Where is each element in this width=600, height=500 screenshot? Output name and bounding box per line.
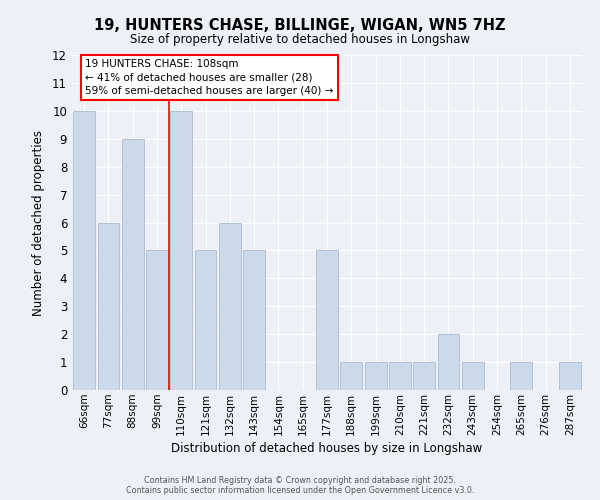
Bar xyxy=(97,222,119,390)
Bar xyxy=(146,250,168,390)
Text: Contains public sector information licensed under the Open Government Licence v3: Contains public sector information licen… xyxy=(126,486,474,495)
Bar xyxy=(389,362,411,390)
Bar xyxy=(170,111,192,390)
Text: 19 HUNTERS CHASE: 108sqm
← 41% of detached houses are smaller (28)
59% of semi-d: 19 HUNTERS CHASE: 108sqm ← 41% of detach… xyxy=(85,59,334,96)
X-axis label: Distribution of detached houses by size in Longshaw: Distribution of detached houses by size … xyxy=(172,442,482,455)
Text: 19, HUNTERS CHASE, BILLINGE, WIGAN, WN5 7HZ: 19, HUNTERS CHASE, BILLINGE, WIGAN, WN5 … xyxy=(94,18,506,32)
Bar xyxy=(219,222,241,390)
Text: Size of property relative to detached houses in Longshaw: Size of property relative to detached ho… xyxy=(130,32,470,46)
Bar xyxy=(413,362,435,390)
Bar xyxy=(122,139,143,390)
Bar xyxy=(340,362,362,390)
Bar xyxy=(365,362,386,390)
Bar xyxy=(437,334,460,390)
Bar xyxy=(194,250,217,390)
Text: Contains HM Land Registry data © Crown copyright and database right 2025.: Contains HM Land Registry data © Crown c… xyxy=(144,476,456,485)
Bar xyxy=(462,362,484,390)
Y-axis label: Number of detached properties: Number of detached properties xyxy=(32,130,45,316)
Bar xyxy=(511,362,532,390)
Bar xyxy=(559,362,581,390)
Bar xyxy=(316,250,338,390)
Bar xyxy=(243,250,265,390)
Bar xyxy=(73,111,95,390)
